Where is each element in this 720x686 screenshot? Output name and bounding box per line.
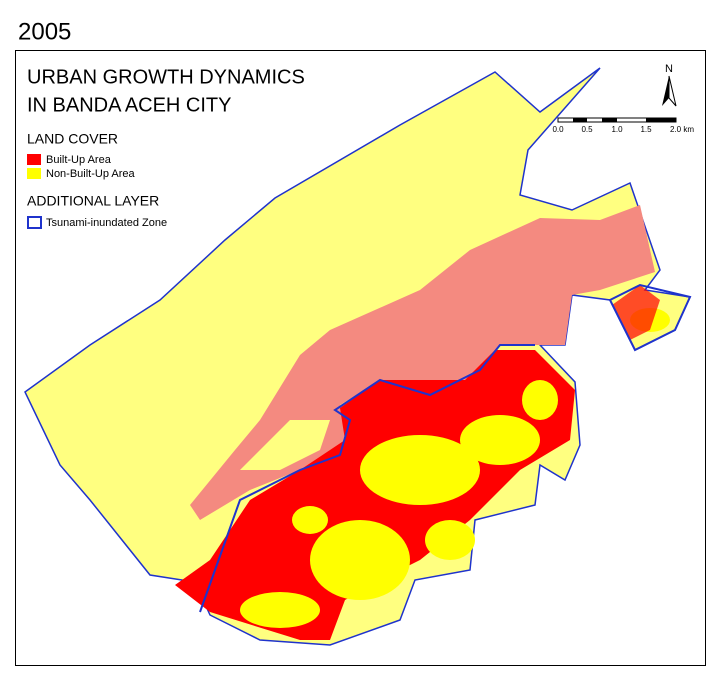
legend-item: Tsunami-inundated Zone <box>46 217 167 229</box>
scale-label: 1.5 <box>640 125 652 134</box>
scale-label: 1.0 <box>611 125 623 134</box>
legend-swatch <box>27 168 41 179</box>
scale-bar <box>557 117 677 123</box>
scale-labels: 0.0 0.5 1.0 1.5 2.0 km <box>552 125 694 134</box>
tsunami-boundary-ne <box>608 283 692 352</box>
north-arrow <box>668 75 677 107</box>
tsunami-boundary <box>199 344 535 613</box>
title-line: URBAN GROWTH DYNAMICS <box>27 66 305 88</box>
north-label: N <box>665 63 673 75</box>
legend-item: Built-Up Area <box>46 154 112 166</box>
scale-label: 0.0 <box>552 125 564 134</box>
legend-heading: ADDITIONAL LAYER <box>27 193 159 209</box>
built-up-outside-patch <box>240 420 330 470</box>
year-label: 2005 <box>18 18 71 45</box>
scale-label: 0.5 <box>581 125 593 134</box>
legend-item: Non-Built-Up Area <box>46 168 136 180</box>
title-line: IN BANDA ACEH CITY <box>27 94 232 116</box>
legend-heading: LAND COVER <box>27 131 118 147</box>
legend-swatch <box>27 216 42 229</box>
legend-swatch <box>27 154 41 165</box>
scale-label: 2.0 km <box>670 125 694 134</box>
non-built-up-inundated <box>240 308 670 628</box>
north-arrow <box>662 76 669 106</box>
